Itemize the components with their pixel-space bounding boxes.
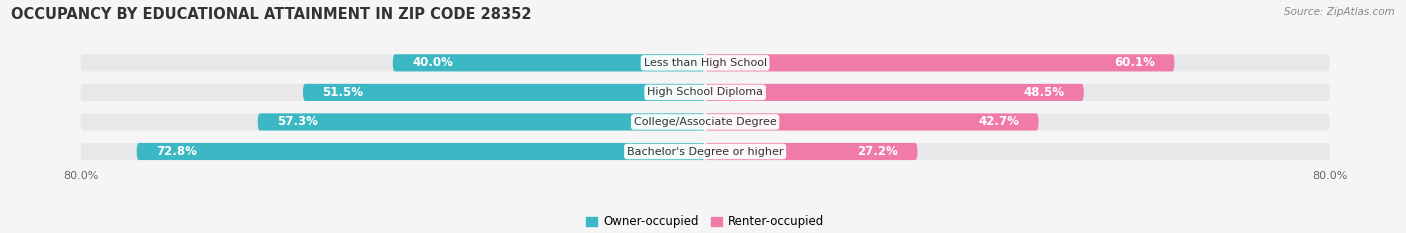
Text: 42.7%: 42.7% [979,116,1019,128]
Text: College/Associate Degree: College/Associate Degree [634,117,776,127]
Text: OCCUPANCY BY EDUCATIONAL ATTAINMENT IN ZIP CODE 28352: OCCUPANCY BY EDUCATIONAL ATTAINMENT IN Z… [11,7,531,22]
Text: 60.1%: 60.1% [1114,56,1154,69]
Text: Bachelor's Degree or higher: Bachelor's Degree or higher [627,147,783,157]
FancyBboxPatch shape [706,84,1084,101]
Text: Less than High School: Less than High School [644,58,766,68]
Text: 51.5%: 51.5% [322,86,364,99]
FancyBboxPatch shape [302,84,706,101]
FancyBboxPatch shape [136,143,706,160]
Text: 72.8%: 72.8% [156,145,197,158]
FancyBboxPatch shape [80,54,1330,72]
FancyBboxPatch shape [80,113,1330,130]
FancyBboxPatch shape [80,143,1330,160]
Text: High School Diploma: High School Diploma [647,87,763,97]
FancyBboxPatch shape [257,113,706,130]
Text: 27.2%: 27.2% [858,145,898,158]
FancyBboxPatch shape [706,113,1039,130]
FancyBboxPatch shape [706,143,918,160]
Legend: Owner-occupied, Renter-occupied: Owner-occupied, Renter-occupied [586,216,824,229]
Text: 48.5%: 48.5% [1024,86,1064,99]
FancyBboxPatch shape [80,84,1330,101]
FancyBboxPatch shape [392,54,706,72]
FancyBboxPatch shape [706,54,1174,72]
Text: Source: ZipAtlas.com: Source: ZipAtlas.com [1284,7,1395,17]
Text: 40.0%: 40.0% [412,56,453,69]
Text: 57.3%: 57.3% [277,116,318,128]
